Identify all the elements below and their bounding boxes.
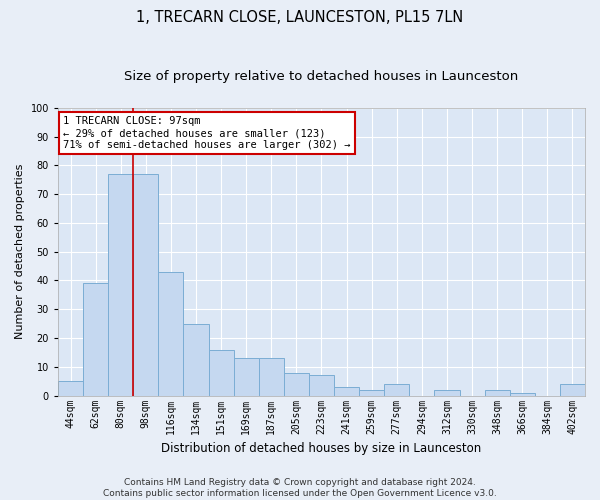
Bar bbox=[58, 381, 83, 396]
Bar bbox=[309, 376, 334, 396]
Bar bbox=[485, 390, 510, 396]
Bar bbox=[233, 358, 259, 396]
Bar bbox=[510, 393, 535, 396]
Bar bbox=[184, 324, 209, 396]
Title: Size of property relative to detached houses in Launceston: Size of property relative to detached ho… bbox=[124, 70, 518, 83]
Bar bbox=[209, 350, 233, 396]
Bar bbox=[359, 390, 384, 396]
X-axis label: Distribution of detached houses by size in Launceston: Distribution of detached houses by size … bbox=[161, 442, 482, 455]
Bar bbox=[133, 174, 158, 396]
Bar bbox=[560, 384, 585, 396]
Bar bbox=[259, 358, 284, 396]
Text: 1, TRECARN CLOSE, LAUNCESTON, PL15 7LN: 1, TRECARN CLOSE, LAUNCESTON, PL15 7LN bbox=[136, 10, 464, 25]
Text: 1 TRECARN CLOSE: 97sqm
← 29% of detached houses are smaller (123)
71% of semi-de: 1 TRECARN CLOSE: 97sqm ← 29% of detached… bbox=[63, 116, 351, 150]
Bar bbox=[108, 174, 133, 396]
Bar bbox=[83, 284, 108, 396]
Bar bbox=[384, 384, 409, 396]
Bar bbox=[158, 272, 184, 396]
Bar bbox=[334, 387, 359, 396]
Text: Contains HM Land Registry data © Crown copyright and database right 2024.
Contai: Contains HM Land Registry data © Crown c… bbox=[103, 478, 497, 498]
Y-axis label: Number of detached properties: Number of detached properties bbox=[15, 164, 25, 340]
Bar bbox=[284, 372, 309, 396]
Bar bbox=[434, 390, 460, 396]
